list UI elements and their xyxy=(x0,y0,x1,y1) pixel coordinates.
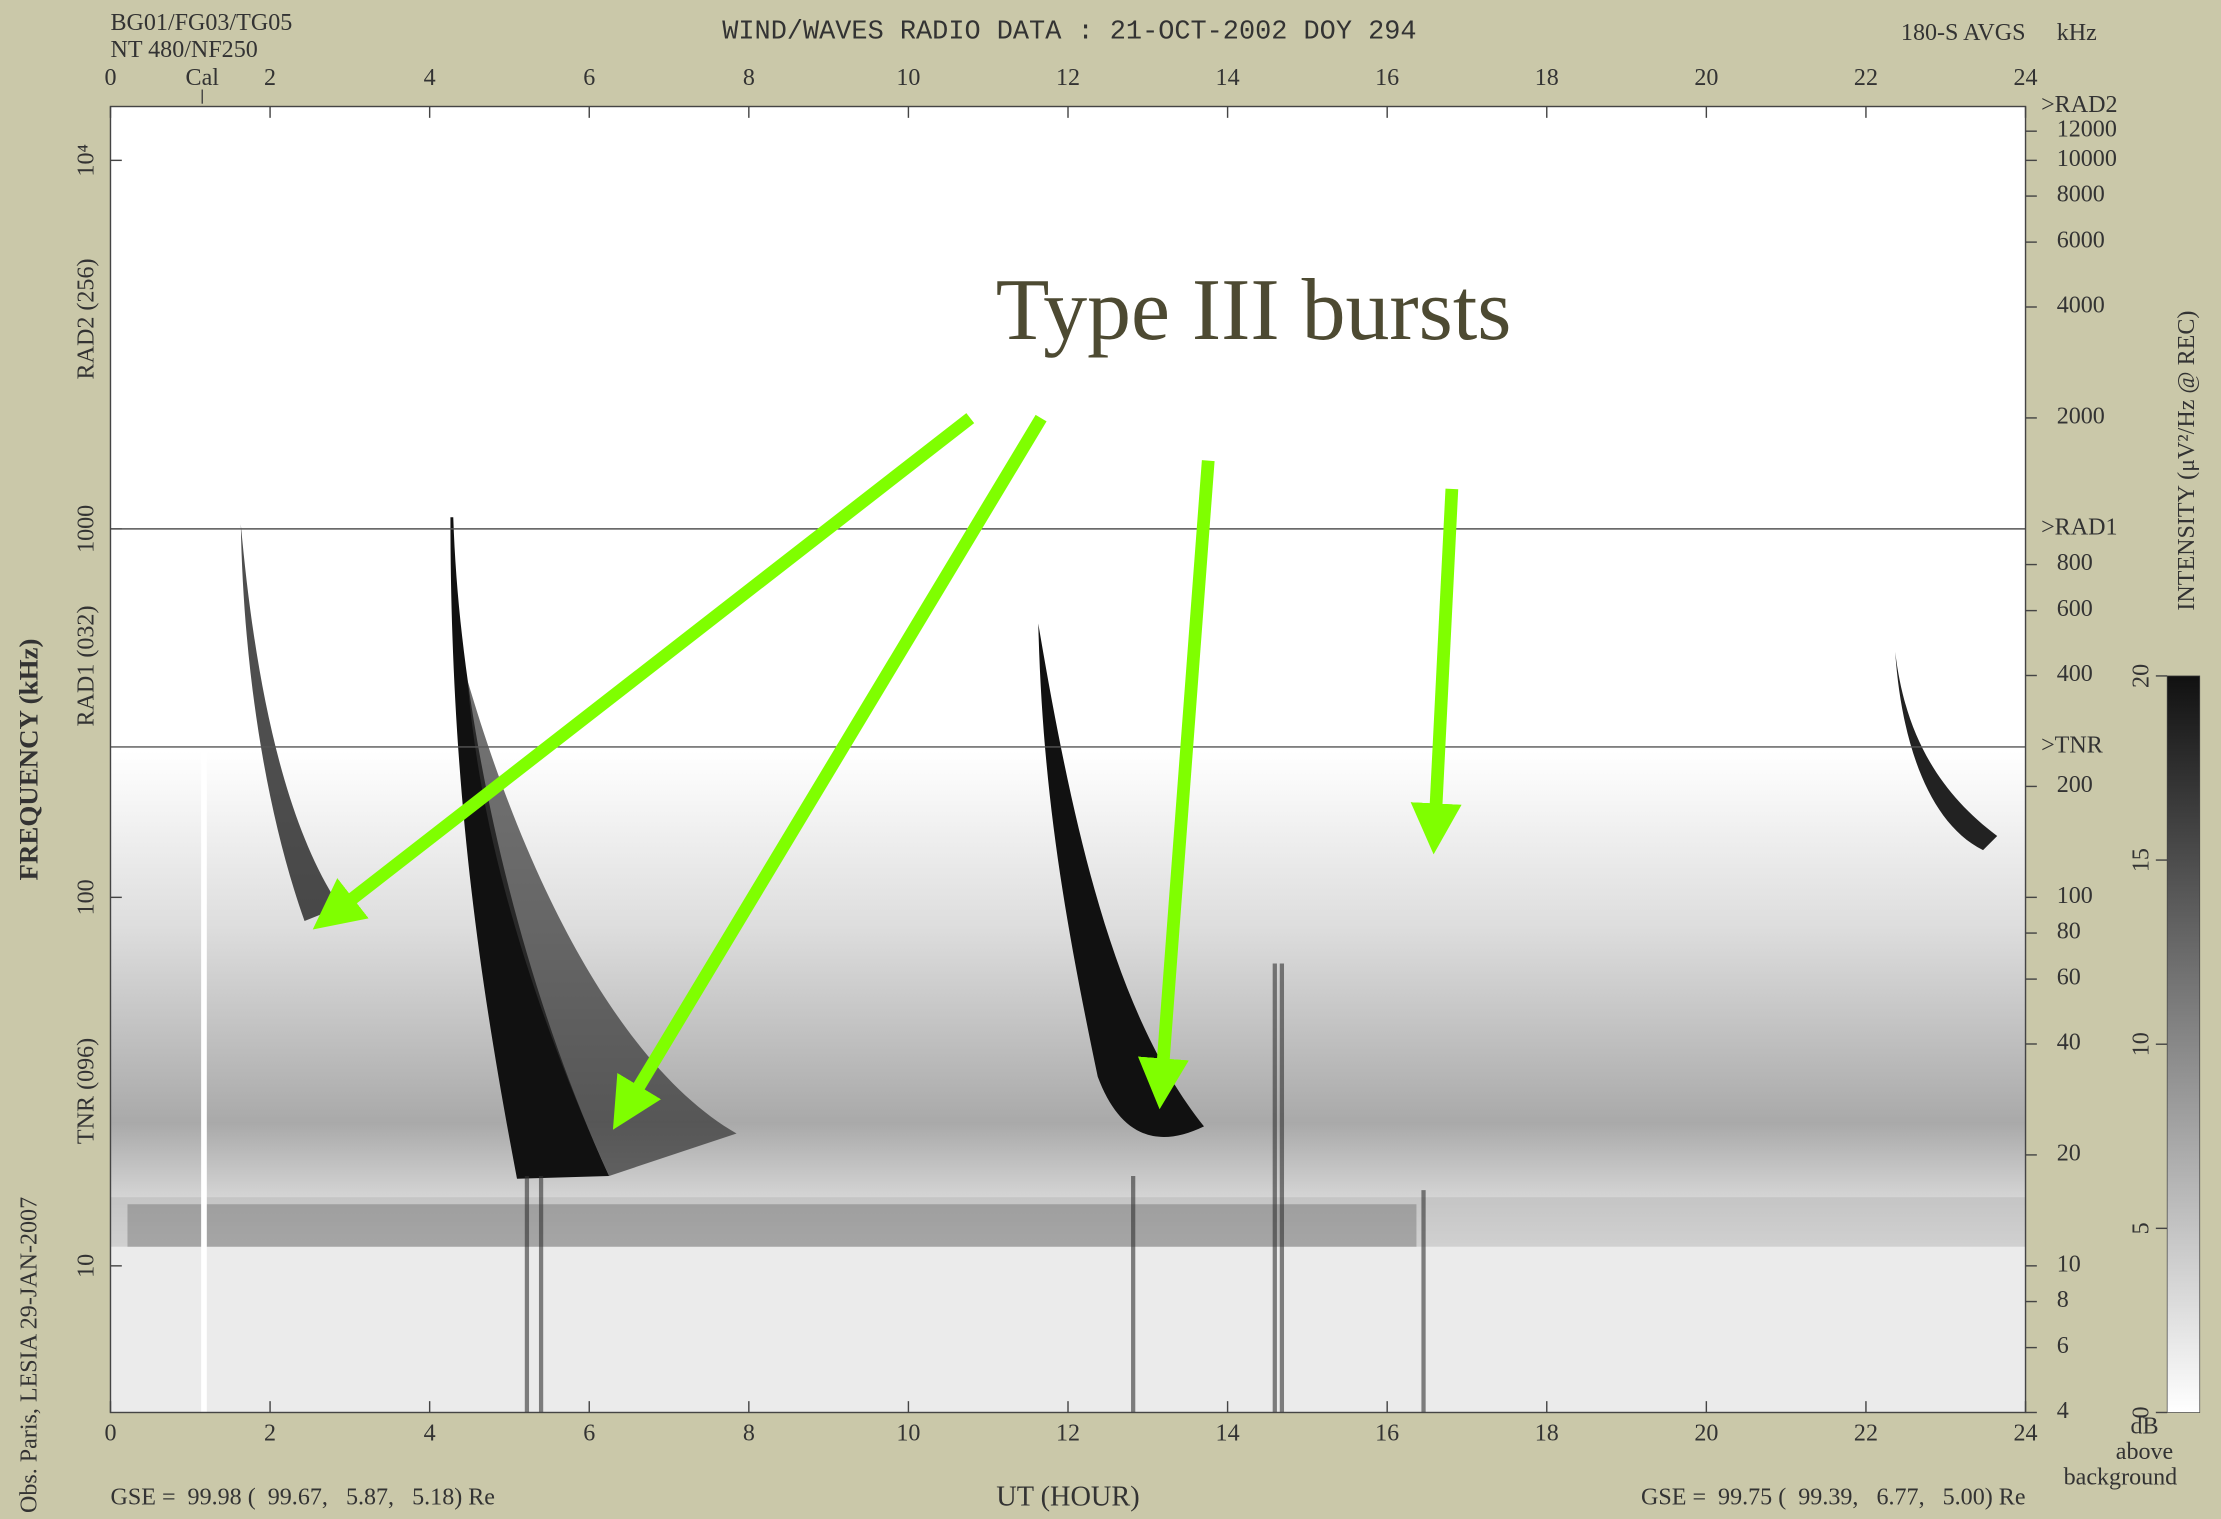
x-tick-label: 24 xyxy=(2013,65,2037,91)
cal-label: Cal xyxy=(186,65,220,91)
y2-tick-label: 10 xyxy=(2057,1251,2081,1277)
y2-tick-label: 800 xyxy=(2057,550,2093,576)
colorbar-tick-label: 15 xyxy=(2129,848,2155,872)
receiver-label: >RAD2 xyxy=(2041,92,2117,118)
colorbar-tick-label: 0 xyxy=(2129,1406,2155,1418)
x-axis-label: UT (HOUR) xyxy=(996,1481,1139,1512)
plot-frame xyxy=(109,105,2027,1414)
x-tick-label: 2 xyxy=(264,1421,276,1447)
arrow xyxy=(612,414,1047,1130)
y2-tick-label: 8 xyxy=(2057,1287,2069,1313)
cal-gap xyxy=(201,743,207,1413)
y-tick-label: 1000 xyxy=(73,505,99,553)
y2-tick-label: 8000 xyxy=(2057,182,2105,208)
x-tick-label: 14 xyxy=(1216,65,1240,91)
y2-tick-label: 6 xyxy=(2057,1333,2069,1359)
burst xyxy=(1895,651,1998,851)
y2-tick-label: 400 xyxy=(2057,661,2093,687)
y-tick-label: 10⁴ xyxy=(73,144,99,176)
colorbar-unit: above xyxy=(2116,1439,2173,1465)
colorbar-unit: background xyxy=(2064,1465,2178,1491)
setup: BG01/FG03/TG05 xyxy=(110,10,292,36)
haze xyxy=(110,1246,2026,1413)
gse: GSE = 99.98 ( 99.67, 5.87, 5.18) Re xyxy=(110,1484,495,1510)
x-tick-label: 18 xyxy=(1535,1421,1559,1447)
colorbar xyxy=(2166,675,2201,1413)
y2-tick-label: 4 xyxy=(2057,1398,2069,1424)
y-axis-label: FREQUENCY (kHz) xyxy=(13,639,43,881)
gse: GSE = 99.75 ( 99.39, 6.77, 5.00) Re xyxy=(1641,1484,2026,1510)
colorbar-tick-label: 10 xyxy=(2129,1032,2155,1056)
y2-tick-label: 2000 xyxy=(2057,403,2105,429)
y-tick-label: 100 xyxy=(73,879,99,915)
unit: kHz xyxy=(2057,20,2097,46)
band-label: RAD1 (032) xyxy=(73,606,99,727)
x-tick-label: 0 xyxy=(104,65,116,91)
x-tick-label: 8 xyxy=(743,1421,755,1447)
arrow xyxy=(1410,488,1462,855)
burst xyxy=(467,680,737,1176)
x-tick-label: 8 xyxy=(743,65,755,91)
arrows xyxy=(312,413,1462,1130)
y2-tick-label: 80 xyxy=(2057,919,2081,945)
receiver-label: >TNR xyxy=(2041,732,2104,758)
band-label: TNR (096) xyxy=(73,1038,99,1144)
spectrogram xyxy=(110,106,2026,1413)
x-tick-label: 20 xyxy=(1694,65,1718,91)
x-tick-label: 4 xyxy=(424,65,436,91)
y2-tick-label: 12000 xyxy=(2057,117,2117,143)
colorbar-unit: dB xyxy=(2130,1414,2158,1440)
y2-tick-label: 100 xyxy=(2057,883,2093,909)
colorbar-tick-label: 20 xyxy=(2129,664,2155,688)
haze xyxy=(110,1197,2026,1247)
source: Obs. Paris, LESIA 29-JAN-2007 xyxy=(17,1197,43,1513)
x-tick-label: 14 xyxy=(1216,1421,1240,1447)
x-tick-label: 4 xyxy=(424,1421,436,1447)
x-tick-label: 20 xyxy=(1694,1421,1718,1447)
x-tick-label: 24 xyxy=(2013,1421,2037,1447)
y2-tick-label: 10000 xyxy=(2057,146,2117,172)
x-tick-label: 16 xyxy=(1375,65,1399,91)
burst xyxy=(450,517,610,1179)
colorbar-label: INTENSITY (μV²/Hz @ REC) xyxy=(2174,311,2200,611)
x-tick-label: 0 xyxy=(104,1421,116,1447)
y2-tick-label: 600 xyxy=(2057,596,2093,622)
arrow xyxy=(312,413,975,930)
y-tick-label: 10 xyxy=(73,1254,99,1278)
y2-tick-label: 6000 xyxy=(2057,228,2105,254)
colorbar-tick-label: 5 xyxy=(2129,1222,2155,1234)
noise xyxy=(524,963,1426,1413)
annotation: Type III bursts xyxy=(996,261,1512,358)
noise xyxy=(127,1204,1417,1247)
y2-tick-label: 200 xyxy=(2057,772,2093,798)
receiver-label: >RAD1 xyxy=(2041,514,2117,540)
band-label: RAD2 (256) xyxy=(73,258,99,379)
y2-tick-label: 20 xyxy=(2057,1140,2081,1166)
chart-title: WIND/WAVES RADIO DATA : 21-OCT-2002 DOY … xyxy=(722,18,1416,48)
x-tick-label: 12 xyxy=(1056,65,1080,91)
x-tick-label: 6 xyxy=(583,1421,595,1447)
averaging: 180-S AVGS xyxy=(1901,20,2026,46)
x-tick-label: 18 xyxy=(1535,65,1559,91)
burst xyxy=(1038,623,1204,1137)
x-tick-label: 22 xyxy=(1854,1421,1878,1447)
x-tick-label: 10 xyxy=(896,1421,920,1447)
x-tick-label: 22 xyxy=(1854,65,1878,91)
setup: NT 480/NF250 xyxy=(110,37,257,63)
y2-tick-label: 40 xyxy=(2057,1030,2081,1056)
arrow xyxy=(1137,460,1215,1110)
x-tick-label: 6 xyxy=(583,65,595,91)
x-tick-label: 16 xyxy=(1375,1421,1399,1447)
x-tick-label: 2 xyxy=(264,65,276,91)
x-tick-label: 10 xyxy=(896,65,920,91)
burst xyxy=(240,524,340,921)
y2-tick-label: 4000 xyxy=(2057,293,2105,319)
x-tick-label: 12 xyxy=(1056,1421,1080,1447)
y2-tick-label: 60 xyxy=(2057,965,2081,991)
